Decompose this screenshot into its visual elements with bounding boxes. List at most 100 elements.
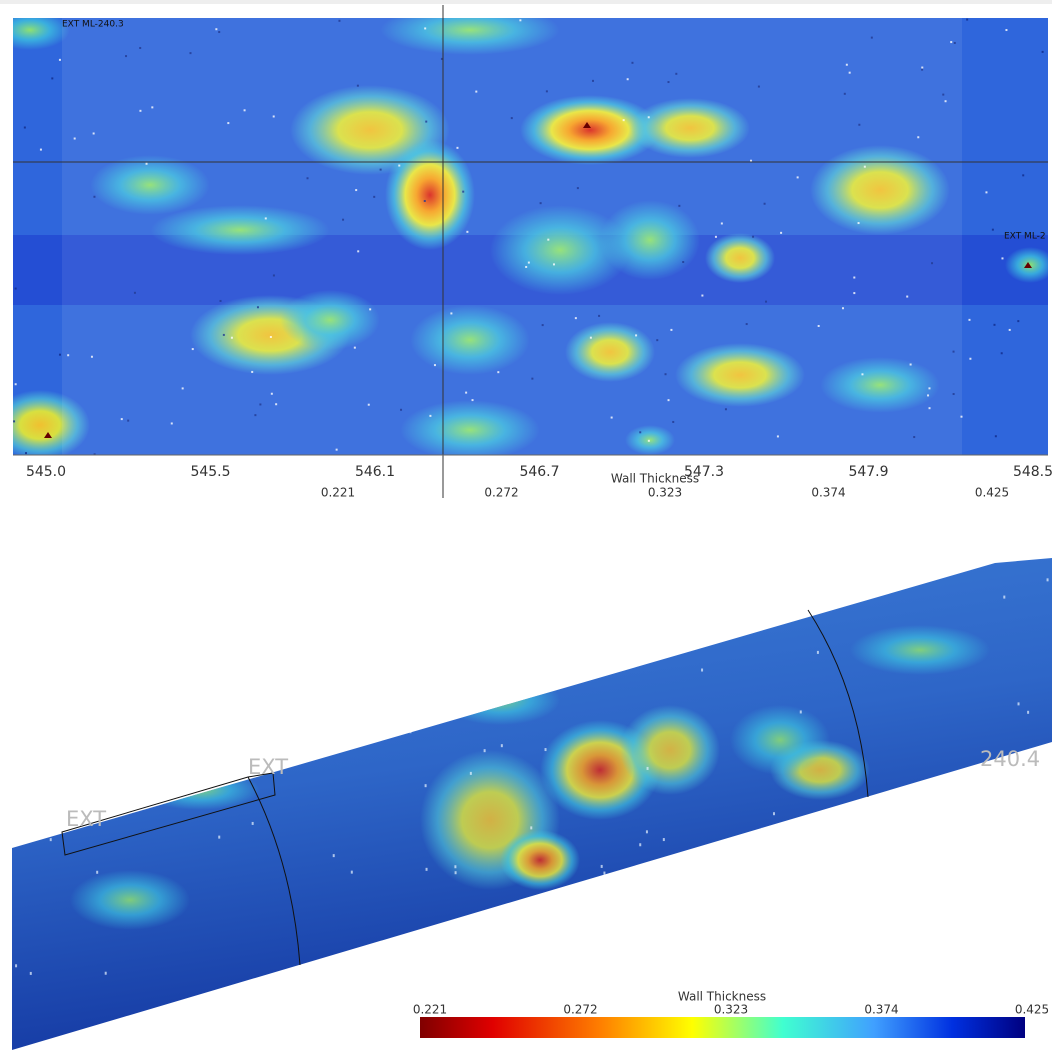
legend-tick: 0.374 xyxy=(811,486,845,500)
speckle xyxy=(105,972,107,975)
speckle xyxy=(486,968,488,971)
speckle xyxy=(25,452,27,454)
anomaly xyxy=(620,705,720,795)
legend-tick: 0.425 xyxy=(975,486,1009,500)
feature-marker-label: EXT ML-2 xyxy=(1004,232,1046,242)
x-tick-label: 547.9 xyxy=(848,464,888,480)
speckle xyxy=(793,945,795,948)
toolbar-edge xyxy=(0,0,1052,4)
speckle xyxy=(40,149,42,151)
pipe-3d xyxy=(0,550,1052,1051)
speckle xyxy=(601,865,603,868)
speckle xyxy=(96,871,98,874)
speckle xyxy=(455,871,457,874)
speckle xyxy=(191,579,193,582)
speckle xyxy=(969,358,971,360)
speckle xyxy=(59,354,61,356)
legend-tick: 0.323 xyxy=(714,1003,748,1017)
x-tick-label: 546.7 xyxy=(519,464,559,480)
speckle xyxy=(890,893,892,896)
speckle xyxy=(1047,578,1049,581)
speckle xyxy=(720,619,722,622)
speckle xyxy=(959,937,961,940)
speckle xyxy=(701,669,703,672)
speckle xyxy=(992,229,994,231)
speckle xyxy=(817,651,819,654)
speckle xyxy=(1018,702,1020,705)
speckle xyxy=(454,865,456,868)
selection-area xyxy=(62,18,962,455)
speckle xyxy=(419,622,421,625)
x-tick-label: 545.0 xyxy=(26,464,66,480)
speckle xyxy=(163,586,165,589)
speckle xyxy=(220,618,222,621)
speckle xyxy=(901,1000,903,1003)
speckle xyxy=(426,868,428,871)
speckle xyxy=(656,921,658,924)
speckle xyxy=(773,812,775,815)
speckle xyxy=(987,838,989,841)
speckle xyxy=(908,880,910,883)
speckle xyxy=(117,677,119,680)
speckle xyxy=(854,895,856,898)
anomaly xyxy=(440,675,560,725)
speckle xyxy=(462,571,464,574)
speckle xyxy=(966,19,968,21)
anomaly xyxy=(70,870,190,930)
speckle xyxy=(30,972,32,975)
speckle xyxy=(13,420,15,422)
speckle xyxy=(566,928,568,931)
speckle xyxy=(1009,329,1011,331)
legend-ticks: 0.2210.2720.3230.3740.425 xyxy=(321,486,1009,500)
speckle xyxy=(821,972,823,975)
speckle xyxy=(128,659,130,662)
speckle xyxy=(761,828,763,831)
speckle xyxy=(410,730,412,733)
speckle xyxy=(601,639,603,642)
x-axis-labels: 545.0545.5546.1546.7547.3547.9548.5 xyxy=(26,464,1052,480)
x-tick-label: 548.5 xyxy=(1013,464,1052,480)
legend-tick: 0.221 xyxy=(321,486,355,500)
anomaly xyxy=(730,705,830,775)
speckle xyxy=(639,843,641,846)
legend-ticks: 0.2210.2720.3230.3740.425 xyxy=(413,1003,1049,1017)
speckle xyxy=(252,822,254,825)
speckle xyxy=(55,700,57,703)
speckle xyxy=(484,749,486,752)
legend-title: Wall Thickness xyxy=(611,472,699,486)
speckle xyxy=(77,741,79,744)
x-tick-label: 546.1 xyxy=(355,464,395,480)
legend-tick: 0.221 xyxy=(413,1003,447,1017)
speckle xyxy=(333,854,335,857)
speckle xyxy=(910,959,912,962)
speckle xyxy=(15,288,17,290)
legend-tick: 0.425 xyxy=(1015,1003,1049,1017)
speckle xyxy=(985,191,987,193)
speckle xyxy=(218,836,220,839)
speckle xyxy=(470,772,472,775)
speckle xyxy=(526,680,528,683)
x-tick-label: 545.5 xyxy=(190,464,230,480)
speckle xyxy=(15,383,17,385)
speckle xyxy=(968,319,970,321)
feature-marker-label: EXT ML-240.3 xyxy=(62,20,124,30)
speckle xyxy=(313,685,315,688)
speckle xyxy=(518,985,520,988)
speckle xyxy=(657,930,659,933)
page: EXT ML-240.3 EXT ML-2 545.0 545.5 546.1 546… xyxy=(0,0,1052,1051)
legend-title: Wall Thickness xyxy=(678,990,766,1004)
legend-tick: 0.272 xyxy=(563,1003,597,1017)
speckle xyxy=(740,938,742,941)
speckle xyxy=(1027,711,1029,714)
speckle xyxy=(646,830,648,833)
speckle xyxy=(1003,596,1005,599)
speckle xyxy=(59,59,61,61)
legend-tick: 0.323 xyxy=(648,486,682,500)
speckle xyxy=(425,784,427,787)
speckle xyxy=(1001,352,1003,354)
speckle xyxy=(603,872,605,875)
speckle xyxy=(647,767,649,770)
ghost-label: EXT xyxy=(66,807,106,831)
speckle xyxy=(208,679,210,682)
speckle xyxy=(334,702,336,705)
